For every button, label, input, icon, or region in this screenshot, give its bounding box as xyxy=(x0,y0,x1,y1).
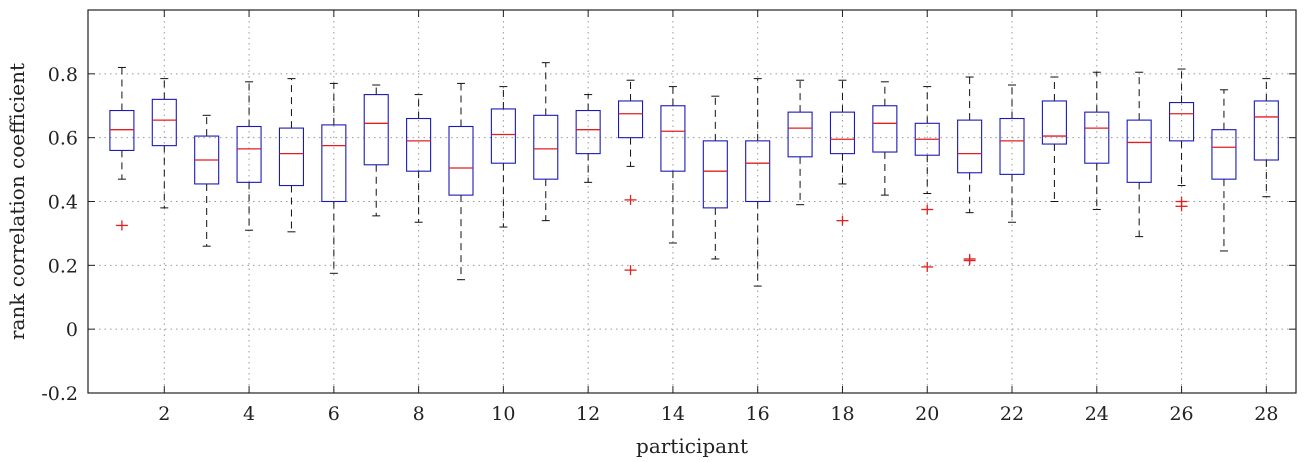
box-participant-15 xyxy=(702,95,728,260)
x-tick-label: 22 xyxy=(1000,403,1024,425)
box-participant-2 xyxy=(151,78,177,209)
x-tick-label: 12 xyxy=(576,403,600,425)
iqr-box xyxy=(575,109,601,155)
box-participant-9 xyxy=(448,82,474,281)
box-participant-6 xyxy=(321,82,347,274)
box-participant-27 xyxy=(1211,89,1237,252)
box-participant-13 xyxy=(617,79,644,276)
box-series xyxy=(109,62,1279,287)
iqr-box xyxy=(448,125,474,196)
iqr-box xyxy=(957,119,983,174)
x-axis-title: participant xyxy=(636,434,748,458)
iqr-box xyxy=(1041,100,1067,145)
y-tick-label: 0.2 xyxy=(48,255,78,277)
box-participant-28 xyxy=(1253,78,1279,198)
box-participant-7 xyxy=(363,84,389,217)
x-tick-label: 4 xyxy=(243,403,255,425)
iqr-box xyxy=(660,105,686,172)
box-participant-25 xyxy=(1126,71,1152,238)
axis-ticks: 2 4 6 8 10 12 14 16 18 20 22 24 26 28-0.200.20.40.60.… xyxy=(41,10,1296,425)
box-participant-26 xyxy=(1169,68,1195,212)
iqr-box xyxy=(151,98,177,147)
iqr-box xyxy=(109,109,135,151)
x-tick-label: 6 xyxy=(328,403,340,425)
y-tick-label: 0.6 xyxy=(48,128,78,150)
box-participant-24 xyxy=(1084,71,1110,210)
box-participant-19 xyxy=(872,81,898,196)
iqr-box xyxy=(363,94,389,166)
iqr-box xyxy=(533,114,559,180)
box-participant-5 xyxy=(278,78,305,233)
y-axis-title: rank correlation coefficient xyxy=(5,63,29,340)
box-participant-14 xyxy=(660,86,686,244)
box-participant-3 xyxy=(194,114,220,247)
iqr-box xyxy=(617,100,644,139)
iqr-box xyxy=(1126,119,1152,183)
outlier-marker xyxy=(115,220,128,231)
iqr-box xyxy=(1084,111,1110,164)
iqr-box xyxy=(872,105,898,153)
y-tick-label: 0.8 xyxy=(48,64,78,86)
box-participant-8 xyxy=(406,94,432,223)
box-participant-4 xyxy=(236,81,262,231)
x-tick-label: 24 xyxy=(1085,403,1109,425)
iqr-box xyxy=(999,117,1025,175)
box-participant-21 xyxy=(957,76,983,266)
iqr-box xyxy=(1169,102,1195,142)
iqr-box xyxy=(745,140,771,203)
outlier-marker xyxy=(921,261,934,272)
iqr-box xyxy=(490,108,516,164)
box-participant-17 xyxy=(787,79,813,206)
iqr-box xyxy=(1211,129,1237,180)
x-tick-label: 28 xyxy=(1254,403,1278,425)
x-tick-label: 8 xyxy=(413,403,425,425)
y-tick-label: -0.2 xyxy=(41,383,78,405)
iqr-box xyxy=(321,124,347,203)
x-tick-label: 14 xyxy=(661,403,685,425)
x-tick-label: 10 xyxy=(491,403,515,425)
box-participant-22 xyxy=(999,84,1025,223)
box-participant-23 xyxy=(1041,76,1067,202)
iqr-box xyxy=(1253,100,1279,161)
outlier-marker xyxy=(921,204,934,215)
box-participant-11 xyxy=(533,62,559,222)
outlier-marker xyxy=(624,194,637,205)
iqr-box xyxy=(236,125,262,183)
iqr-box xyxy=(702,140,728,209)
box-participant-10 xyxy=(490,86,516,228)
iqr-box xyxy=(406,117,432,172)
x-tick-label: 20 xyxy=(915,403,939,425)
iqr-box xyxy=(829,111,856,155)
outlier-marker xyxy=(1175,201,1188,212)
y-tick-label: 0.4 xyxy=(48,192,78,214)
plot-area-frame xyxy=(87,9,1297,394)
x-tick-label: 26 xyxy=(1169,403,1193,425)
box-participant-18 xyxy=(829,79,856,226)
y-tick-label: 0 xyxy=(66,319,78,341)
box-participant-12 xyxy=(575,94,601,183)
outlier-marker xyxy=(963,255,976,266)
box-participant-1 xyxy=(109,66,135,231)
x-tick-label: 2 xyxy=(158,403,170,425)
x-tick-label: 18 xyxy=(830,403,854,425)
box-participant-20 xyxy=(914,86,940,272)
grid-lines xyxy=(88,10,1296,394)
outlier-marker xyxy=(624,265,637,276)
iqr-box xyxy=(278,127,305,187)
box-participant-16 xyxy=(745,78,771,287)
iqr-box xyxy=(787,111,813,158)
outlier-marker xyxy=(836,215,849,226)
x-tick-label: 16 xyxy=(746,403,770,425)
